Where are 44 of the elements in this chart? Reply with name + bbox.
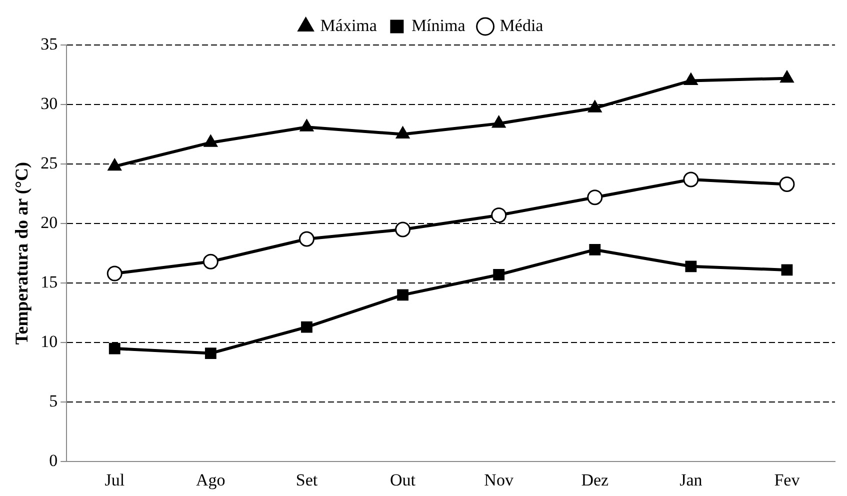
- legend-label: Máxima: [320, 16, 378, 35]
- x-tick-label: Dez: [581, 470, 610, 490]
- x-tick-label: Set: [296, 470, 318, 490]
- point: [204, 134, 218, 147]
- x-tick-label: Jan: [680, 470, 703, 490]
- y-tick-label: 5: [49, 392, 58, 411]
- point: [780, 70, 794, 83]
- point: [395, 222, 411, 238]
- x-tick-label: Jul: [104, 470, 125, 490]
- y-tick-label: 15: [40, 272, 58, 292]
- point: [301, 321, 312, 333]
- x-tick-label: Nov: [484, 470, 514, 490]
- x-tick-label: Fev: [774, 470, 800, 490]
- legend-label: Mínima: [411, 16, 466, 35]
- point: [108, 158, 122, 171]
- point: [684, 72, 698, 85]
- point: [106, 266, 122, 282]
- point: [396, 126, 410, 139]
- point: [492, 116, 506, 128]
- point: [588, 100, 602, 112]
- point: [204, 348, 216, 359]
- legend-label: Média: [500, 16, 544, 35]
- y-tick-label: 30: [40, 94, 58, 113]
- x-tick-label: Ago: [196, 470, 226, 490]
- y-tick-label: 0: [49, 451, 58, 470]
- point: [300, 119, 314, 132]
- point: [202, 254, 218, 270]
- point: [781, 264, 793, 276]
- point: [397, 289, 408, 301]
- point: [587, 190, 603, 206]
- y-tick-label: 25: [40, 153, 58, 172]
- y-axis-title: Temperatura do ar (°C): [11, 162, 32, 345]
- y-tick-label: 20: [40, 213, 58, 232]
- point: [683, 172, 699, 188]
- point: [493, 269, 505, 280]
- point: [491, 207, 507, 223]
- x-tick-label: Out: [390, 470, 416, 490]
- point: [108, 342, 120, 354]
- point: [779, 176, 795, 192]
- point: [298, 231, 314, 247]
- y-tick-label: 10: [40, 332, 58, 352]
- point: [685, 260, 697, 272]
- point: [589, 244, 601, 256]
- y-tick-label: 35: [40, 34, 58, 54]
